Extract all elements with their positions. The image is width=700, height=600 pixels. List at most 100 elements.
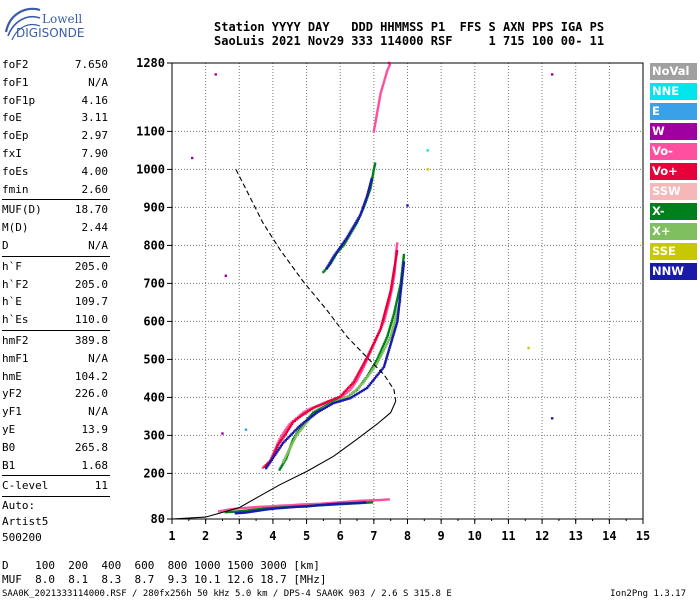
echo-point [393,308,397,312]
echo-point [357,375,361,378]
echo-point [376,107,380,110]
echo-point [348,231,352,235]
echo-point [384,358,388,361]
param-row-b0: B0 265.8 [2,439,110,457]
echo-point [322,502,326,505]
echo-point [303,505,306,508]
echo-point [364,362,367,365]
echo-point [356,218,359,222]
echo-point [376,358,379,361]
echo-point [319,503,322,507]
echo-point [364,387,367,391]
echo-point [382,80,386,84]
echo-point [349,500,352,503]
legend-nnw: NNW [650,263,697,280]
echo-point [267,463,270,466]
echo-point [395,251,398,255]
echo-point [402,259,405,263]
echo-point [315,504,318,507]
echo-point [317,410,320,413]
echo-point [318,502,322,505]
echo-point [274,449,277,452]
echo-point [318,407,322,410]
echo-point [384,360,387,363]
echo-point [266,462,269,466]
echo-point [367,371,371,375]
echo-point [384,339,387,342]
echo-point [349,383,353,387]
x-tick-label: 10 [468,529,482,543]
echo-point [361,367,365,371]
echo-point [234,512,238,515]
echo-point [387,331,390,334]
echo-point [327,403,330,406]
logo-line-2: DIGISONDE [16,26,85,40]
echo-point [396,310,399,314]
echo-point [402,263,405,266]
echo-point [363,499,366,502]
echo-point [307,505,310,508]
echo-point [402,265,405,268]
echo-point [294,503,298,507]
echo-point [363,361,366,364]
echo-point [385,303,389,306]
echo-point [336,501,340,504]
echo-point [265,466,268,470]
echo-point [350,392,354,396]
echo-point [272,453,275,456]
echo-point [263,465,266,468]
echo-point [359,501,363,504]
echo-point [340,393,343,397]
echo-point [376,333,380,336]
echo-point [378,356,382,360]
legend-nne: NNE [650,83,697,100]
echo-point [375,498,378,502]
echo-point [365,194,369,198]
echo-point [362,363,365,366]
echo-point [281,463,284,466]
echo-point [355,379,359,382]
echo-point [397,291,400,295]
echo-point [378,99,381,103]
echo-point [326,501,330,505]
echo-point [342,394,345,397]
echo-point [352,383,355,387]
echo-point [255,508,258,511]
y-tick-label: 800 [143,238,165,252]
echo-point [377,105,380,108]
echo-point [262,508,266,512]
param-row-fmin: fmin 2.60 [2,181,110,199]
echo-point [296,415,300,419]
param-label: foEp [2,129,29,143]
echo-point [360,210,363,213]
echo-point [401,269,405,272]
echo-point [351,226,354,230]
param-row-fxi: fxI 7.90 [2,145,110,163]
echo-point [307,410,310,413]
echo-point [395,246,398,249]
echo-point [388,337,391,340]
echo-point [297,426,300,429]
echo-point [312,406,315,410]
echo-point [325,405,328,409]
x-tick-label: 14 [602,529,616,543]
echo-point [373,124,377,127]
echo-point [393,310,396,314]
echo-point [392,273,395,277]
echo-point [380,369,383,372]
echo-point [396,297,399,300]
echo-point [306,503,310,506]
param-label: hmF1 [2,351,29,365]
echo-point [270,505,273,508]
legend-vominus: Vo- [650,143,697,160]
echo-point [395,242,399,245]
echo-point [281,460,285,464]
echo-point [359,390,362,394]
echo-point [380,348,383,352]
param-value: 226.0 [74,387,108,401]
echo-point [221,432,224,435]
echo-point [391,279,394,283]
echo-point [331,398,334,401]
echo-point [349,396,352,400]
echo-point [281,432,285,435]
